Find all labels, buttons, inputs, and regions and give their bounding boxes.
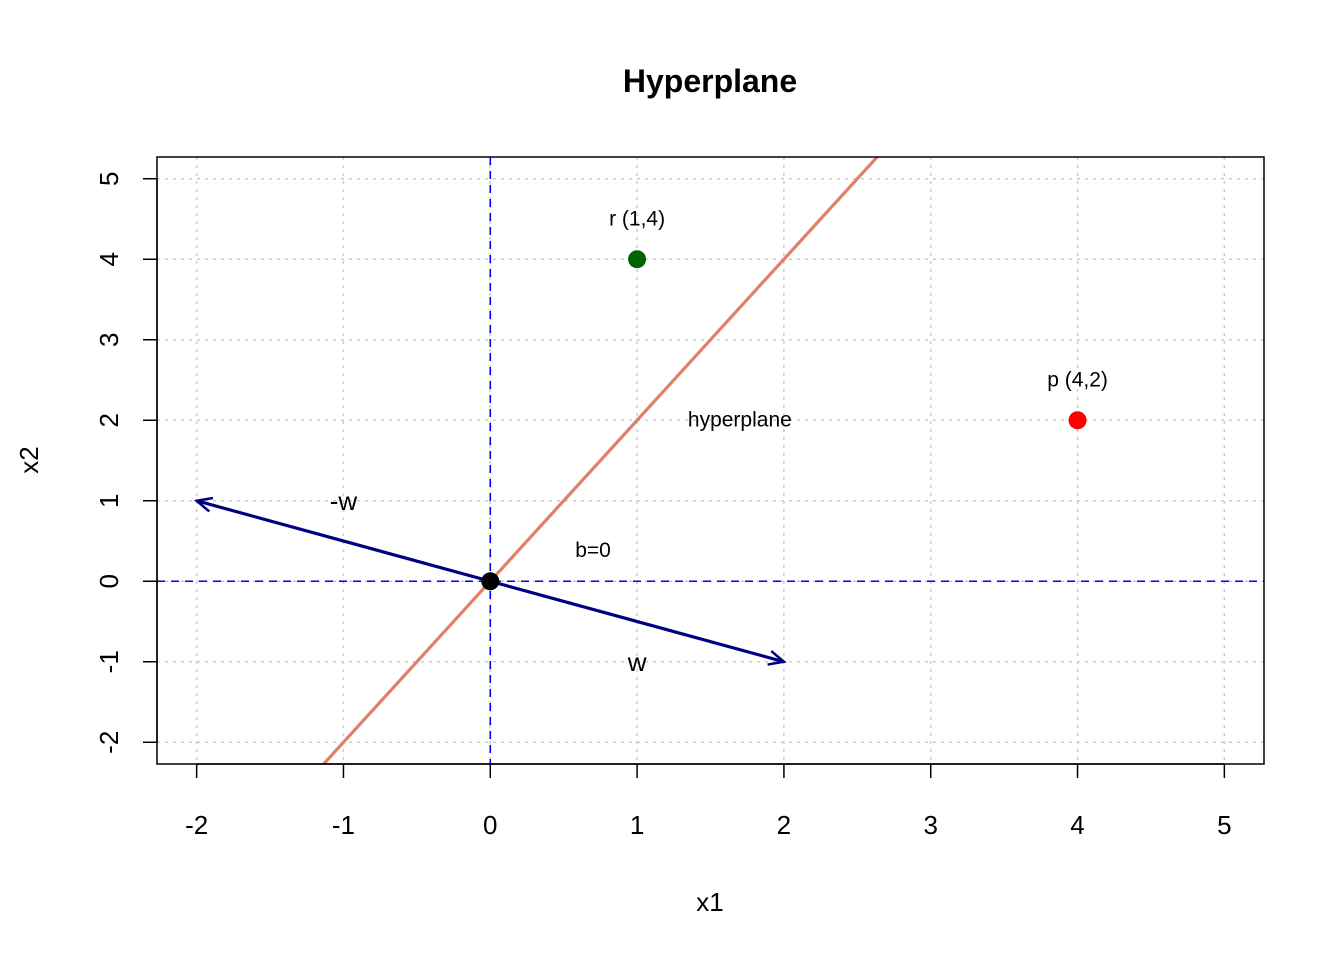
chart-title: Hyperplane (623, 63, 797, 99)
hyperplane-line (321, 157, 880, 764)
y-tick-label: 0 (94, 574, 124, 588)
y-tick-label: 5 (94, 172, 124, 186)
vector-neg-w (193, 496, 491, 583)
x-tick-label: 1 (630, 810, 644, 840)
x-axis: -2 -1 0 1 2 3 4 5 (185, 763, 1232, 840)
hyperplane-group (321, 157, 880, 764)
bias-annotation: b=0 (575, 539, 611, 562)
x-tick-label: -2 (185, 810, 208, 840)
x-tick-label: 4 (1070, 810, 1084, 840)
x-tick-label: 0 (483, 810, 497, 840)
chart-marks: r (1,4) p (4,2) hyperplane w -w b=0 (193, 157, 1108, 764)
y-tick-label: 4 (94, 252, 124, 266)
data-point (1068, 411, 1087, 430)
data-point (628, 250, 647, 269)
vector-label: -w (330, 486, 358, 516)
hyperplane-label: hyperplane (688, 409, 792, 432)
y-tick-label: -1 (94, 650, 124, 673)
y-tick-label: 2 (94, 413, 124, 427)
point-label: r (1,4) (609, 207, 665, 230)
grid-lines (157, 157, 1264, 764)
y-tick-label: 1 (94, 494, 124, 508)
y-axis-label: x2 (14, 446, 44, 473)
x-tick-label: 5 (1217, 810, 1231, 840)
y-tick-label: 3 (94, 333, 124, 347)
origin-point (481, 572, 500, 591)
x-tick-label: -1 (332, 810, 355, 840)
x-tick-label: 2 (777, 810, 791, 840)
point-label: p (4,2) (1047, 368, 1108, 391)
vector-label: w (627, 647, 647, 677)
y-axis: -2 -1 0 1 2 3 4 5 (94, 172, 158, 754)
plot-frame (156, 156, 1265, 765)
x-axis-label: x1 (696, 887, 723, 917)
y-tick-label: -2 (94, 731, 124, 754)
x-tick-label: 3 (923, 810, 937, 840)
reference-lines (157, 157, 1264, 764)
vector-w (489, 579, 787, 666)
